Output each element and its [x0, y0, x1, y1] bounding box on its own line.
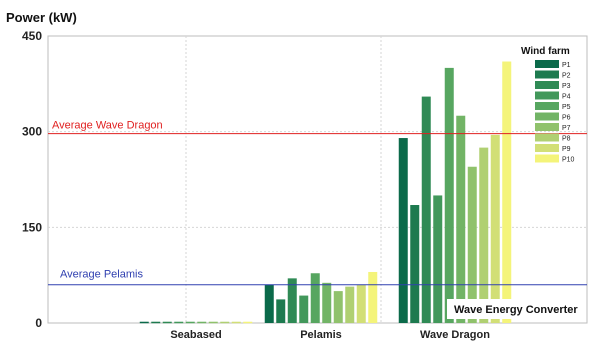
- legend-swatch: [535, 91, 559, 100]
- bar-wave-dragon-p2: [410, 205, 420, 323]
- reference-line-label: Average Wave Dragon: [52, 120, 163, 132]
- legend-label: P9: [562, 146, 571, 153]
- bar-wave-dragon-p6: [456, 115, 466, 323]
- bar-wave-dragon-p7: [467, 166, 477, 323]
- legend-label: P8: [562, 136, 571, 143]
- bar-wave-dragon-p10: [502, 61, 512, 324]
- legend-label: P1: [562, 62, 571, 69]
- legend-label: P2: [562, 73, 571, 80]
- bar-pelamis-p4: [299, 295, 309, 323]
- bar-seabased-p3: [162, 321, 172, 324]
- legend-swatch: [535, 144, 559, 152]
- bar-seabased-p10: [243, 321, 253, 324]
- x-axis-label-box: Wave Energy Converter: [447, 299, 585, 319]
- y-tick-label: 300: [22, 125, 42, 139]
- x-axis-label: Wave Energy Converter: [454, 304, 578, 316]
- y-tick-labels: 0 150 300 450: [22, 29, 42, 330]
- bar-seabased-p4: [174, 321, 184, 324]
- category-label: Seabased: [170, 329, 221, 341]
- bar-wave-dragon-p3: [421, 96, 431, 323]
- legend-label: P5: [562, 104, 571, 111]
- x-axis-label-background: [447, 299, 585, 319]
- bar-pelamis-p9: [356, 284, 366, 323]
- legend-swatch: [535, 70, 559, 79]
- legend-label: P3: [562, 83, 571, 90]
- bar-seabased-p5: [185, 321, 195, 324]
- y-tick-label: 0: [35, 316, 42, 330]
- legend-label: P6: [562, 115, 571, 122]
- category-label: Pelamis: [300, 329, 342, 341]
- y-tick-label: 150: [22, 220, 42, 234]
- bar-pelamis-p3: [287, 278, 297, 323]
- bar-seabased-p2: [151, 321, 161, 324]
- legend-label: P4: [562, 94, 571, 101]
- category-label: Wave Dragon: [420, 329, 490, 341]
- bar-pelamis-p7: [333, 291, 343, 323]
- bar-wave-dragon-p9: [490, 134, 500, 323]
- category-labels: Seabased Pelamis Wave Dragon: [170, 329, 490, 341]
- legend-swatch: [535, 123, 559, 131]
- bar-pelamis-p5: [310, 273, 320, 323]
- reference-line-label: Average Pelamis: [60, 269, 143, 281]
- legend-swatch: [535, 154, 559, 163]
- y-axis-label: Power (kW): [6, 10, 77, 25]
- bar-pelamis-p1: [264, 284, 274, 323]
- bar-seabased-p9: [231, 321, 241, 324]
- bar-wave-dragon-p4: [433, 195, 443, 323]
- legend-swatch: [535, 112, 559, 121]
- bar-pelamis-p8: [345, 286, 355, 323]
- bar-seabased-p8: [220, 321, 230, 324]
- legend-label: P10: [562, 157, 575, 164]
- bar-pelamis-p10: [368, 271, 378, 323]
- bar-pelamis-p2: [276, 299, 286, 323]
- bar-pelamis-p6: [322, 282, 332, 323]
- bar-seabased-p6: [197, 321, 207, 324]
- bar-seabased-p1: [139, 321, 149, 324]
- legend-swatch: [535, 133, 559, 142]
- legend-swatch: [535, 102, 559, 110]
- legend-swatch: [535, 60, 559, 68]
- bar-seabased-p7: [208, 321, 218, 324]
- legend-label: P7: [562, 125, 571, 132]
- legend-swatch: [535, 81, 559, 89]
- bar-wave-dragon-p1: [398, 138, 408, 323]
- legend: Wind farm P1 P2 P3 P4 P5 P6 P7 P8 P9 P10: [521, 46, 575, 164]
- legend-title: Wind farm: [521, 46, 570, 57]
- bars: [139, 61, 512, 324]
- y-tick-label: 450: [22, 29, 42, 43]
- reference-lines: Average Wave Dragon Average Pelamis: [48, 120, 587, 286]
- bar-wave-dragon-p5: [444, 67, 454, 323]
- bar-wave-dragon-p8: [479, 147, 489, 323]
